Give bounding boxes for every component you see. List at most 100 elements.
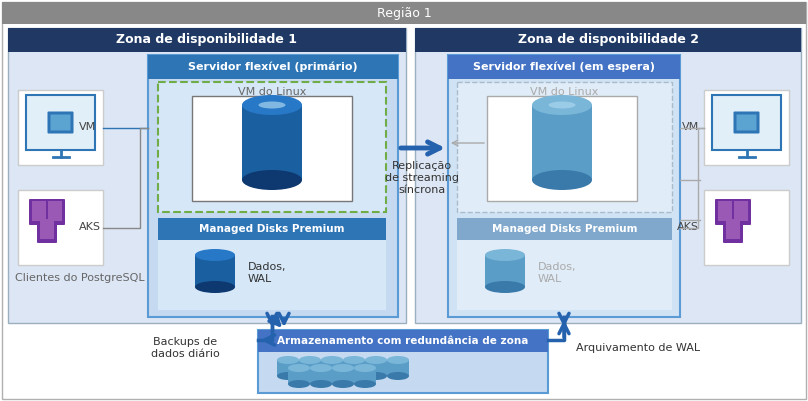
Bar: [288, 368, 310, 384]
Bar: [258, 330, 548, 393]
Bar: [148, 55, 398, 317]
Text: AKS: AKS: [78, 223, 100, 233]
FancyBboxPatch shape: [32, 201, 46, 221]
FancyBboxPatch shape: [734, 201, 748, 221]
Bar: [310, 368, 332, 384]
FancyBboxPatch shape: [40, 219, 54, 239]
Bar: [448, 55, 680, 79]
Ellipse shape: [195, 281, 235, 293]
Ellipse shape: [485, 281, 525, 293]
Ellipse shape: [242, 170, 302, 190]
Bar: [195, 255, 235, 287]
FancyBboxPatch shape: [37, 217, 57, 243]
Text: Zona de disponibilidade 2: Zona de disponibilidade 2: [517, 34, 698, 47]
Bar: [158, 82, 386, 212]
FancyBboxPatch shape: [48, 111, 74, 134]
Bar: [354, 368, 376, 384]
Ellipse shape: [288, 380, 310, 388]
Bar: [712, 95, 781, 150]
Ellipse shape: [365, 356, 387, 364]
Bar: [532, 105, 592, 180]
Ellipse shape: [332, 380, 354, 388]
Text: VM: VM: [682, 122, 699, 132]
FancyBboxPatch shape: [718, 201, 732, 221]
Ellipse shape: [387, 356, 409, 364]
Bar: [158, 218, 386, 310]
Ellipse shape: [532, 95, 592, 115]
Bar: [2, 2, 806, 24]
Text: VM do Linux: VM do Linux: [530, 87, 599, 97]
Ellipse shape: [343, 356, 365, 364]
Text: VM do Linux: VM do Linux: [238, 87, 306, 97]
Bar: [457, 218, 672, 310]
Bar: [332, 368, 354, 384]
Bar: [148, 55, 398, 79]
Ellipse shape: [354, 380, 376, 388]
Ellipse shape: [532, 170, 592, 190]
Bar: [18, 90, 103, 165]
Ellipse shape: [485, 249, 525, 261]
Ellipse shape: [387, 372, 409, 380]
Bar: [277, 360, 299, 376]
Bar: [299, 360, 321, 376]
FancyBboxPatch shape: [29, 199, 49, 225]
Bar: [192, 96, 352, 201]
Text: Servidor flexível (primário): Servidor flexível (primário): [188, 62, 358, 72]
FancyBboxPatch shape: [48, 201, 62, 221]
Bar: [457, 218, 672, 240]
Ellipse shape: [321, 356, 343, 364]
Ellipse shape: [195, 249, 235, 261]
Bar: [26, 95, 95, 150]
FancyBboxPatch shape: [723, 217, 743, 243]
Bar: [387, 360, 409, 376]
Bar: [343, 360, 365, 376]
Bar: [158, 218, 386, 240]
Text: Região 1: Região 1: [377, 6, 431, 20]
Bar: [242, 105, 302, 180]
Bar: [321, 360, 343, 376]
Bar: [8, 28, 406, 323]
Text: Replicação
de streaming
síncrona: Replicação de streaming síncrona: [385, 161, 459, 194]
Ellipse shape: [242, 95, 302, 115]
Text: AKS: AKS: [677, 223, 699, 233]
Text: Dados,
WAL: Dados, WAL: [538, 262, 576, 284]
Ellipse shape: [277, 356, 299, 364]
Text: Armazenamento com redundância de zona: Armazenamento com redundância de zona: [277, 336, 528, 346]
Text: Dados,
WAL: Dados, WAL: [248, 262, 287, 284]
Text: Backups de
dados diário: Backups de dados diário: [150, 337, 220, 359]
FancyBboxPatch shape: [715, 199, 735, 225]
Ellipse shape: [299, 356, 321, 364]
Bar: [415, 28, 801, 52]
Ellipse shape: [332, 364, 354, 372]
Text: Managed Disks Premium: Managed Disks Premium: [492, 224, 638, 234]
Bar: [485, 255, 525, 287]
Ellipse shape: [354, 364, 376, 372]
Ellipse shape: [277, 372, 299, 380]
FancyBboxPatch shape: [45, 199, 65, 225]
Bar: [448, 55, 680, 317]
Bar: [365, 360, 387, 376]
FancyBboxPatch shape: [734, 111, 760, 134]
Ellipse shape: [299, 372, 321, 380]
Bar: [18, 190, 103, 265]
Text: Arquivamento de WAL: Arquivamento de WAL: [576, 343, 700, 353]
Text: VM: VM: [78, 122, 96, 132]
Ellipse shape: [365, 372, 387, 380]
Ellipse shape: [310, 380, 332, 388]
FancyBboxPatch shape: [731, 199, 751, 225]
Text: Servidor flexível (em espera): Servidor flexível (em espera): [473, 62, 655, 72]
Bar: [704, 90, 789, 165]
Ellipse shape: [259, 101, 285, 109]
Bar: [415, 28, 801, 323]
Text: Clientes do PostgreSQL: Clientes do PostgreSQL: [15, 273, 145, 283]
Ellipse shape: [549, 101, 575, 109]
Ellipse shape: [343, 372, 365, 380]
Bar: [258, 330, 548, 352]
FancyBboxPatch shape: [50, 115, 70, 130]
Text: Managed Disks Premium: Managed Disks Premium: [200, 224, 345, 234]
Ellipse shape: [310, 364, 332, 372]
Bar: [8, 28, 406, 52]
FancyBboxPatch shape: [737, 115, 756, 130]
Bar: [457, 82, 672, 212]
Ellipse shape: [288, 364, 310, 372]
